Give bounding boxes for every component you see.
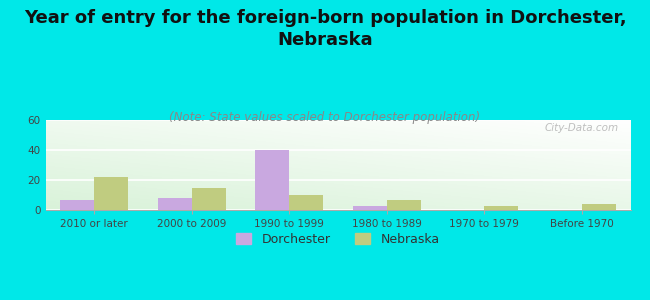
- Bar: [582, 204, 616, 210]
- Legend: Dorchester, Nebraska: Dorchester, Nebraska: [231, 228, 445, 250]
- Text: (Note: State values scaled to Dorchester population): (Note: State values scaled to Dorchester…: [170, 111, 480, 124]
- Text: City-Data.com: City-Data.com: [545, 123, 619, 133]
- Bar: [192, 188, 226, 210]
- Bar: [484, 206, 519, 210]
- Bar: [387, 200, 421, 210]
- Bar: [60, 200, 94, 210]
- Text: Year of entry for the foreign-born population in Dorchester,
Nebraska: Year of entry for the foreign-born popul…: [23, 9, 627, 49]
- Bar: [255, 150, 289, 210]
- Bar: [157, 198, 192, 210]
- Bar: [353, 206, 387, 210]
- Bar: [289, 195, 324, 210]
- Bar: [94, 177, 129, 210]
